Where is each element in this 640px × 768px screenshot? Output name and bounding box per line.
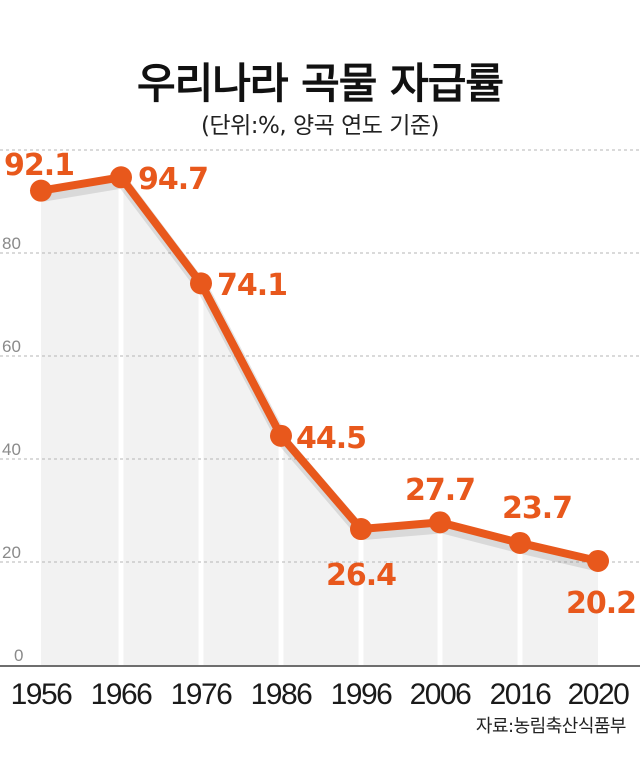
- x-tick-label: 2006: [410, 678, 472, 711]
- data-point: [190, 272, 212, 295]
- area-under-line: [41, 177, 598, 666]
- data-point: [30, 179, 52, 202]
- x-axis-labels: 1956 1966 1976 1986 1996 2006 2016 2020: [11, 678, 631, 711]
- data-labels: 92.1 94.7 74.1 44.5 26.4 27.7 23.7 20.2: [4, 148, 637, 621]
- gridlines: [0, 149, 640, 563]
- data-point: [110, 166, 132, 189]
- series-line: [40, 173, 599, 565]
- data-label: 26.4: [326, 558, 396, 593]
- y-axis-labels: 0 20 40 60 80: [2, 234, 23, 665]
- y-tick-label: 60: [2, 337, 21, 356]
- y-tick-label: 0: [14, 646, 23, 665]
- chart-subtitle: (단위:%, 양곡 연도 기준): [200, 113, 440, 139]
- x-tick-label: 1976: [171, 678, 233, 711]
- data-point: [429, 511, 451, 534]
- x-tick-label: 1956: [11, 678, 73, 711]
- x-tick-label: 2020: [568, 678, 630, 711]
- chart-title: 우리나라 곡물 자급률: [136, 59, 504, 108]
- x-tick-label: 2016: [490, 678, 552, 711]
- data-line: [40, 173, 602, 572]
- x-tick-label: 1996: [331, 678, 393, 711]
- source-note: 자료:농림축산식품부: [475, 716, 627, 737]
- data-label: 74.1: [217, 268, 287, 303]
- data-point: [270, 424, 292, 447]
- data-label: 23.7: [502, 491, 572, 526]
- data-label: 27.7: [405, 473, 475, 508]
- data-label: 94.7: [138, 162, 208, 197]
- data-point: [587, 549, 609, 572]
- data-point: [350, 518, 372, 541]
- y-tick-label: 20: [2, 543, 21, 562]
- x-tick-label: 1966: [91, 678, 153, 711]
- y-tick-label: 40: [2, 440, 21, 459]
- column-separators: [118, 177, 523, 665]
- data-label: 20.2: [566, 586, 636, 621]
- data-label: 44.5: [296, 421, 366, 456]
- data-points: [30, 166, 609, 572]
- area-fill: [41, 177, 598, 666]
- x-tick-label: 1986: [251, 678, 313, 711]
- data-label: 92.1: [4, 148, 74, 183]
- data-point: [509, 531, 531, 554]
- y-tick-label: 80: [2, 234, 21, 253]
